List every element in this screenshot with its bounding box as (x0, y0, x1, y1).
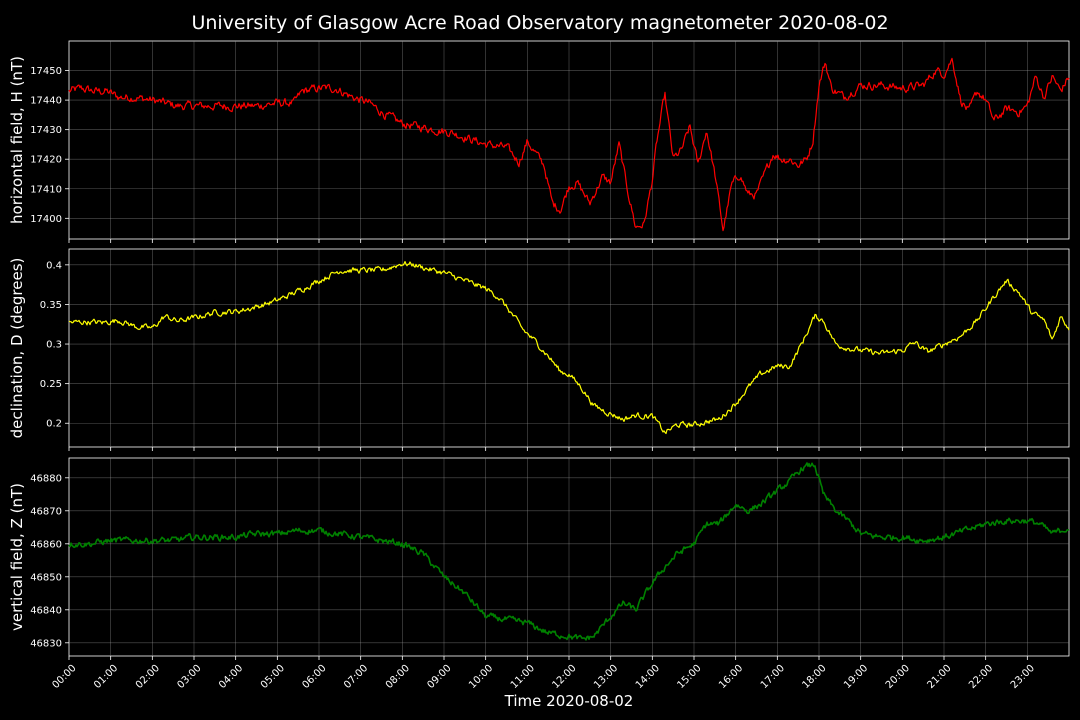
y-tick-label: 0.3 (46, 340, 62, 351)
y-tick-label: 46870 (30, 506, 62, 517)
series-line-3 (68, 462, 1070, 641)
panel-3: 46830 46840 46850 46860 46870 46880 vertical f… (8, 457, 1070, 660)
y-tick-label: 17400 (30, 214, 62, 225)
y-tick-label: 46850 (30, 572, 62, 583)
chart-title: University of Glasgow Acre Road Observat… (191, 12, 888, 34)
panel-2: 0.2 0.25 0.3 0.35 0.4 declination, D (degrees… (8, 248, 1070, 451)
y-tick-label: 46830 (30, 638, 62, 649)
x-axis-label: Time 2020-08-02 (504, 692, 634, 710)
y-tick-label: 0.25 (40, 379, 62, 390)
y-tick-label: 0.4 (46, 260, 62, 271)
y-tick-label: 46860 (30, 539, 62, 550)
y-axis-label-2: declination, D (degrees) (8, 258, 26, 439)
chart-panels: 17400 17410 17420 17430 17440 17450 horizontal… (8, 40, 1070, 691)
y-tick-label: 46840 (30, 605, 62, 616)
y-axis-label-1: horizontal field, H (nT) (8, 56, 26, 224)
y-axis-label-3: vertical field, Z (nT) (8, 483, 26, 631)
y-tick-label: 17440 (30, 96, 62, 107)
y-tick-label: 0.35 (40, 300, 62, 311)
y-tick-label: 17430 (30, 125, 62, 136)
panel-1: 17400 17410 17420 17430 17440 17450 horizontal… (8, 40, 1070, 243)
y-tick-label: 0.2 (46, 419, 62, 430)
y-tick-label: 17420 (30, 155, 62, 166)
y-tick-label: 17410 (30, 184, 62, 195)
series-line-2 (68, 261, 1070, 435)
y-tick-label: 17450 (30, 66, 62, 77)
series-line-1 (68, 57, 1070, 232)
y-tick-label: 46880 (30, 473, 62, 484)
